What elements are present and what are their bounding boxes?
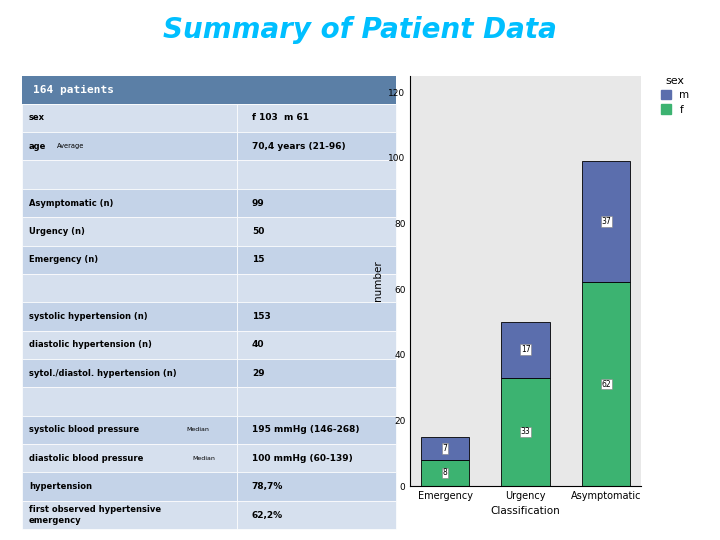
Legend: m, f: m, f [657, 72, 693, 118]
Bar [22, 330, 237, 359]
Bar [237, 217, 396, 246]
Bar [237, 416, 396, 444]
Bar [421, 460, 469, 486]
Bar [22, 444, 237, 472]
Bar [237, 132, 396, 160]
Text: Median: Median [186, 428, 210, 433]
Text: Emergency (n): Emergency (n) [29, 255, 98, 264]
Bar [22, 359, 237, 387]
Text: f 103  m 61: f 103 m 61 [252, 113, 309, 123]
Bar [237, 104, 396, 132]
Text: 17: 17 [521, 345, 531, 354]
Bar [22, 416, 237, 444]
Text: 62: 62 [601, 380, 611, 389]
Bar [22, 274, 237, 302]
Text: systolic hypertension (n): systolic hypertension (n) [29, 312, 148, 321]
Bar [22, 387, 237, 416]
Bar [22, 246, 237, 274]
Text: emergency: emergency [29, 516, 81, 525]
Text: 153: 153 [252, 312, 271, 321]
Text: Summary of Patient Data: Summary of Patient Data [163, 16, 557, 44]
Bar [421, 437, 469, 460]
Text: 8: 8 [443, 468, 447, 477]
Text: 29: 29 [252, 369, 264, 377]
Bar [237, 330, 396, 359]
Text: Urgency (n): Urgency (n) [29, 227, 85, 236]
Bar [501, 377, 550, 486]
Text: Median: Median [192, 456, 215, 461]
Text: first observed hypertensive: first observed hypertensive [29, 505, 161, 515]
Text: 33: 33 [521, 427, 531, 436]
Bar [237, 359, 396, 387]
Text: 37: 37 [601, 217, 611, 226]
Bar [22, 472, 237, 501]
Bar [22, 160, 237, 189]
Text: diastolic blood pressure: diastolic blood pressure [29, 454, 143, 463]
Text: sex: sex [29, 113, 45, 123]
Text: 40: 40 [252, 340, 264, 349]
X-axis label: Classification: Classification [491, 507, 560, 516]
Bar [237, 160, 396, 189]
Text: 15: 15 [252, 255, 264, 264]
Text: 7: 7 [443, 444, 447, 453]
Bar [237, 274, 396, 302]
Bar [501, 322, 550, 377]
Text: 100 mmHg (60-139): 100 mmHg (60-139) [252, 454, 353, 463]
Text: age: age [29, 142, 47, 151]
Text: hypertension: hypertension [29, 482, 92, 491]
Text: Average: Average [57, 143, 84, 149]
Text: 164 patients: 164 patients [33, 85, 114, 94]
Text: 50: 50 [252, 227, 264, 236]
Bar [237, 302, 396, 330]
Text: sytol./diastol. hypertension (n): sytol./diastol. hypertension (n) [29, 369, 176, 377]
Bar [22, 104, 237, 132]
Bar [237, 246, 396, 274]
Text: 78,7%: 78,7% [252, 482, 283, 491]
Text: Asymptomatic (n): Asymptomatic (n) [29, 199, 114, 207]
Text: 70,4 years (21-96): 70,4 years (21-96) [252, 142, 346, 151]
Bar [237, 472, 396, 501]
Text: 62,2%: 62,2% [252, 510, 283, 519]
Bar [582, 161, 630, 282]
Text: 99: 99 [252, 199, 265, 207]
Bar [22, 189, 237, 217]
Bar [237, 387, 396, 416]
Bar [22, 302, 237, 330]
Bar [237, 444, 396, 472]
Bar [237, 189, 396, 217]
Bar [22, 76, 396, 104]
Bar [237, 501, 396, 529]
Text: 195 mmHg (146-268): 195 mmHg (146-268) [252, 426, 359, 434]
Bar [582, 282, 630, 486]
Bar [22, 217, 237, 246]
Bar [22, 132, 237, 160]
Text: systolic blood pressure: systolic blood pressure [29, 426, 139, 434]
Bar [22, 501, 237, 529]
Text: diastolic hypertension (n): diastolic hypertension (n) [29, 340, 152, 349]
Y-axis label: number: number [373, 260, 383, 301]
